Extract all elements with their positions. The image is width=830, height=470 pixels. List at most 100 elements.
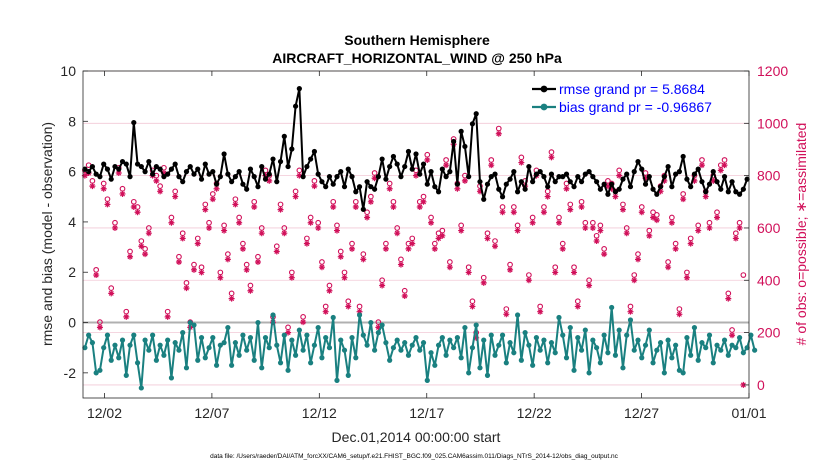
bias-point	[669, 355, 675, 361]
bias-point	[364, 342, 370, 348]
rmse-point	[398, 174, 404, 180]
bias-point	[153, 357, 159, 363]
rmse-point	[661, 174, 667, 180]
obs-assimilated-point	[175, 258, 182, 265]
obs-assimilated-point	[586, 282, 593, 289]
rmse-point	[292, 103, 299, 109]
rmse-point	[435, 189, 442, 195]
bias-point	[740, 350, 746, 356]
obs-assimilated-point	[138, 243, 145, 250]
bias-point	[631, 347, 637, 353]
rmse-point	[266, 171, 272, 177]
bias-point	[545, 360, 551, 366]
bias-point	[281, 332, 287, 338]
rmse-point	[315, 171, 321, 177]
obs-assimilated-point	[96, 324, 103, 331]
rmse-point	[560, 174, 566, 180]
obs-assimilated-point	[273, 248, 280, 255]
obs-assimilated-point	[285, 329, 292, 336]
bias-point	[646, 327, 652, 333]
bias-point	[323, 335, 329, 341]
obs-assimilated-point	[108, 290, 115, 297]
x-axis-label: Dec.01,2014 00:00:00 start	[332, 429, 501, 445]
rmse-point	[665, 163, 671, 170]
obs-assimilated-point	[409, 240, 416, 247]
chart-title: Southern Hemisphere	[344, 32, 490, 48]
bias-point	[383, 340, 389, 346]
rmse-point	[654, 191, 660, 197]
obs-assimilated-point	[307, 219, 314, 226]
rmse-point	[217, 174, 223, 180]
rmse-point	[642, 181, 649, 187]
rmse-point	[639, 166, 645, 172]
rmse-point	[402, 163, 408, 170]
rmse-point	[744, 176, 750, 182]
bias-point	[718, 347, 724, 353]
obs-assimilated-point	[446, 264, 453, 271]
rmse-series	[82, 86, 750, 212]
bias-point	[605, 350, 611, 356]
bias-point	[657, 340, 664, 346]
rmse-point	[323, 184, 329, 190]
y-tick-label: 4	[68, 214, 76, 230]
bias-point	[274, 342, 280, 348]
bias-point	[548, 340, 555, 346]
bias-point	[119, 337, 126, 343]
x-tick-label: 12/12	[302, 405, 337, 421]
obs-assimilated-point	[119, 190, 126, 197]
rmse-point	[375, 174, 381, 180]
obs-assimilated-point	[638, 209, 645, 216]
bias-point	[206, 345, 212, 351]
rmse-point	[82, 166, 88, 172]
obs-assimilated-point	[661, 177, 668, 184]
bias-point	[187, 319, 193, 326]
rmse-point	[582, 171, 588, 177]
obs-assimilated-point	[179, 235, 186, 242]
obs-assimilated-point	[405, 245, 412, 252]
bias-point	[82, 345, 88, 351]
bias-point	[680, 370, 686, 376]
bias-point	[466, 370, 472, 376]
obs-assimilated-point	[100, 185, 107, 192]
rmse-point	[168, 166, 175, 172]
bias-point	[277, 360, 284, 366]
bias-point	[368, 319, 374, 326]
rmse-point	[688, 184, 694, 190]
rmse-point	[530, 179, 536, 185]
rmse-point	[213, 181, 220, 187]
rmse-point	[571, 184, 577, 190]
obs-assimilated-point	[469, 303, 476, 310]
obs-assimilated-point	[221, 227, 228, 234]
bias-point	[101, 345, 107, 351]
bias-point	[150, 332, 156, 338]
bias-point	[721, 337, 728, 343]
obs-assimilated-point	[465, 269, 472, 276]
rmse-point	[311, 148, 318, 155]
y-right-tick-label: 600	[757, 220, 781, 236]
bias-point	[285, 367, 291, 373]
rmse-point	[706, 181, 713, 187]
rmse-point	[556, 174, 562, 180]
rmse-point	[345, 166, 351, 172]
bias-point	[266, 345, 272, 351]
obs-assimilated-point	[251, 204, 258, 211]
obs-assimilated-point	[435, 235, 442, 242]
bias-point	[372, 347, 378, 353]
obs-assimilated-point	[439, 232, 446, 239]
rmse-point	[338, 169, 344, 175]
rmse-point	[353, 189, 359, 195]
rmse-point	[718, 186, 724, 192]
data-file-footnote: data file: /Users/raeder/DAI/ATM_forcXX/…	[210, 453, 619, 460]
bias-point	[533, 335, 540, 341]
obs-assimilated-point	[266, 177, 273, 184]
rmse-point	[594, 179, 600, 185]
rmse-point	[567, 179, 573, 185]
bias-point	[477, 365, 483, 371]
obs-assimilated-point	[492, 243, 499, 250]
obs-assimilated-point	[164, 313, 171, 320]
rmse-point	[289, 146, 295, 152]
rmse-point	[454, 181, 460, 187]
bias-point	[752, 347, 758, 353]
rmse-point	[473, 111, 479, 117]
obs-assimilated-point	[702, 193, 709, 200]
